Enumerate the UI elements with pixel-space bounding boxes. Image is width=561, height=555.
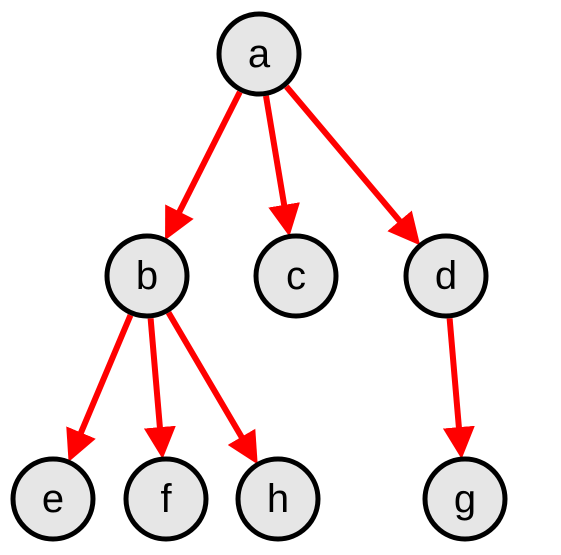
edge-a-c — [266, 96, 288, 230]
node-label-e: e — [42, 477, 64, 521]
edge-b-f — [151, 318, 162, 452]
node-e: e — [13, 459, 93, 539]
node-g: g — [425, 459, 505, 539]
edge-a-b — [168, 92, 240, 235]
edge-a-d — [286, 87, 416, 241]
node-label-d: d — [435, 254, 457, 298]
edge-d-g — [450, 318, 461, 452]
edge-b-e — [71, 315, 130, 456]
node-label-b: b — [136, 254, 158, 298]
node-label-a: a — [248, 32, 271, 76]
node-label-c: c — [286, 254, 306, 298]
node-label-h: h — [267, 477, 289, 521]
node-d: d — [406, 236, 486, 316]
node-a: a — [219, 14, 299, 94]
node-f: f — [126, 459, 206, 539]
node-label-g: g — [454, 477, 476, 521]
tree-diagram: a b c d e f h g — [0, 0, 561, 555]
nodes-layer: a b c d e f h g — [13, 14, 505, 539]
node-c: c — [256, 236, 336, 316]
edge-b-h — [169, 313, 255, 459]
node-label-f: f — [160, 477, 172, 521]
node-b: b — [107, 236, 187, 316]
node-h: h — [238, 459, 318, 539]
